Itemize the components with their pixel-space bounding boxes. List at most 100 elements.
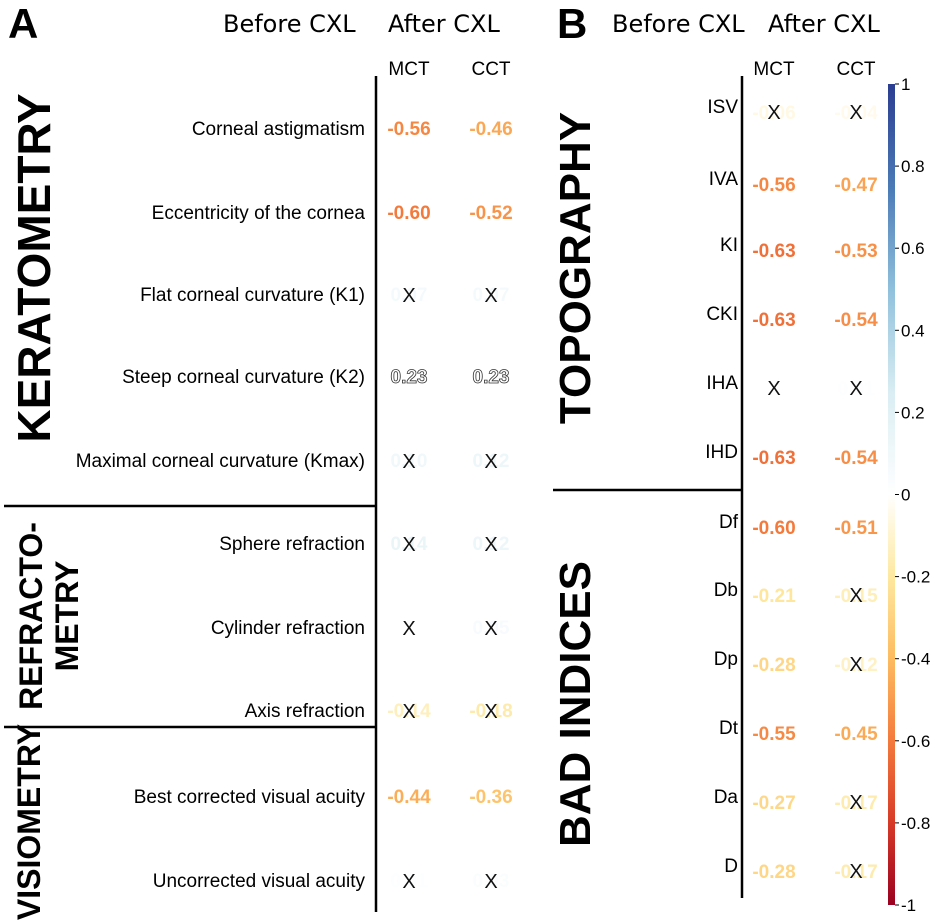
panel-a-cell-value: -0.56 bbox=[387, 119, 430, 140]
panel-b-section-title: BAD INDICES bbox=[551, 561, 600, 847]
panel-b-letter: B bbox=[557, 0, 587, 47]
panel-b-cell-value: -0.51 bbox=[834, 518, 878, 539]
panel-a-nonsignificant-marker: X bbox=[484, 285, 497, 307]
panel-b-row-label: Da bbox=[714, 787, 739, 808]
colorbar-tick-label: 0.8 bbox=[901, 157, 925, 176]
panel-a-row-label: Uncorrected visual acuity bbox=[153, 871, 366, 892]
panel-b-header-before: Before CXL bbox=[612, 10, 745, 38]
panel-b-cell-value: -0.12 bbox=[834, 655, 877, 676]
panel-a-header-before: Before CXL bbox=[223, 10, 356, 38]
colorbar-tick-label: -0.6 bbox=[901, 732, 930, 751]
panel-a-nonsignificant-marker: X bbox=[484, 534, 497, 556]
panel-a-cell-value: 0.12 bbox=[473, 451, 510, 472]
panel-a-row-label: Axis refraction bbox=[245, 701, 365, 722]
panel-b-row-label: Dp bbox=[714, 649, 738, 670]
panel-a-cell-value: 0.07 bbox=[391, 285, 428, 306]
panel-b-cell-value: -0.63 bbox=[752, 448, 795, 469]
panel-a-nonsignificant-marker: X bbox=[402, 701, 415, 723]
panel-a-cell-value: 0.23 bbox=[473, 367, 510, 388]
colorbar-tick-label: 1 bbox=[901, 75, 910, 94]
panel-b-cell-value: -0.53 bbox=[834, 241, 877, 262]
panel-a-cell-value: -0.14 bbox=[387, 701, 431, 722]
panel-b-cell-value: -0.60 bbox=[752, 518, 795, 539]
panel-b-nonsignificant-marker: X bbox=[849, 378, 862, 400]
panel-a-letter: A bbox=[8, 0, 38, 47]
panel-a-cell-value: -0.46 bbox=[469, 119, 512, 140]
panel-a-row-label: Steep corneal curvature (K2) bbox=[122, 367, 365, 388]
panel-b-cell-value: -0.56 bbox=[752, 175, 795, 196]
panel-a-nonsignificant-marker: X bbox=[402, 618, 415, 640]
panel-b-cell-value: -0.04 bbox=[834, 103, 878, 124]
panel-b-header-after: After CXL bbox=[768, 10, 880, 38]
panel-b-col-header-mct: MCT bbox=[753, 59, 795, 80]
colorbar-tick-label: -0.4 bbox=[901, 650, 930, 669]
panel-a-section-title-line2: METRY bbox=[49, 561, 85, 672]
panel-a-cell-value: 0.03 bbox=[473, 871, 510, 892]
panel-a-cell-value: -0.60 bbox=[387, 203, 430, 224]
panel-a-cell-value: 0.05 bbox=[473, 618, 510, 639]
panel-a-col-header-mct: MCT bbox=[388, 59, 430, 80]
colorbar-tick-label: 0 bbox=[901, 486, 910, 505]
colorbar-tick-label: -1 bbox=[901, 896, 916, 915]
colorbar-tick-label: 0.6 bbox=[901, 239, 925, 258]
panel-a-nonsignificant-marker: X bbox=[484, 701, 497, 723]
panel-a-section-title: VISIOMETRY bbox=[11, 724, 47, 920]
panel-a-row-label: Maximal corneal curvature (Kmax) bbox=[76, 451, 365, 472]
panel-a-cell-value: 0.01 bbox=[391, 871, 428, 892]
panel-b-cell-value: 0.01 bbox=[838, 379, 875, 400]
panel-a-row-label: Best corrected visual acuity bbox=[134, 787, 366, 808]
panel-b-row-label: IHD bbox=[705, 442, 738, 463]
panel-b-cell-value: -0.28 bbox=[752, 655, 795, 676]
panel-a-nonsignificant-marker: X bbox=[484, 451, 497, 473]
panel-b-row-label: ISV bbox=[707, 97, 738, 118]
panel-a-cell-value: 0.07 bbox=[473, 285, 510, 306]
panel-a-cell-value: 0.23 bbox=[391, 367, 428, 388]
panel-b-cell-value: -0.17 bbox=[834, 793, 877, 814]
panel-a-row-label: Eccentricity of the cornea bbox=[152, 203, 366, 224]
panel-a-cell-value: 0.12 bbox=[473, 534, 510, 555]
colorbar-tick-label: -0.2 bbox=[901, 568, 930, 587]
panel-b-cell-value: -0.45 bbox=[834, 724, 878, 745]
colorbar-gradient bbox=[888, 84, 895, 905]
panel-a-section-title: KERATOMETRY bbox=[8, 93, 60, 442]
panel-b-cell-value: -0.28 bbox=[752, 862, 795, 883]
panel-b-row-label: Df bbox=[719, 512, 739, 533]
panel-b-cell-value: 0.00 bbox=[756, 379, 793, 400]
panel-b-cell-value: -0.63 bbox=[752, 310, 795, 331]
panel-a-row-label: Corneal astigmatism bbox=[192, 119, 365, 140]
panel-b-cell-value: -0.21 bbox=[752, 586, 796, 607]
panel-b-nonsignificant-marker: X bbox=[767, 378, 780, 400]
panel-b-row-label: IVA bbox=[709, 169, 739, 190]
panel-b-nonsignificant-marker: X bbox=[767, 102, 780, 124]
panel-a-cell-value: 0.14 bbox=[391, 534, 428, 555]
colorbar-tick-label: -0.8 bbox=[901, 814, 930, 833]
panel-b-cell-value: -0.54 bbox=[834, 448, 878, 469]
panel-b-row-label: D bbox=[724, 856, 738, 877]
panel-b-section-title: TOPOGRAPHY bbox=[551, 112, 600, 424]
colorbar-tick-label: 0.4 bbox=[901, 321, 925, 340]
panel-a-nonsignificant-marker: X bbox=[484, 618, 497, 640]
panel-b-cell-value: -0.55 bbox=[752, 724, 796, 745]
panel-a-cell-value: 0.10 bbox=[391, 451, 428, 472]
panel-b-cell-value: -0.15 bbox=[834, 586, 878, 607]
panel-a-nonsignificant-marker: X bbox=[402, 451, 415, 473]
panel-a-cell-value: -0.52 bbox=[469, 203, 512, 224]
panel-a-nonsignificant-marker: X bbox=[402, 871, 415, 893]
panel-b-row-label: Db bbox=[714, 580, 738, 601]
panel-a-cell-value: -0.18 bbox=[469, 701, 512, 722]
panel-a-header-after: After CXL bbox=[388, 10, 500, 38]
panel-b-row-label: Dt bbox=[719, 718, 739, 739]
panel-b-row-label: IHA bbox=[706, 373, 738, 394]
panel-b-cell-value: -0.63 bbox=[752, 241, 795, 262]
panel-a-row-label: Flat corneal curvature (K1) bbox=[140, 285, 365, 306]
panel-b-cell-value: -0.27 bbox=[752, 793, 795, 814]
panel-a-cell-value: -0.36 bbox=[469, 787, 512, 808]
panel-b-nonsignificant-marker: X bbox=[849, 585, 862, 607]
panel-a-nonsignificant-marker: X bbox=[402, 285, 415, 307]
panel-a-nonsignificant-marker: X bbox=[484, 871, 497, 893]
colorbar-tick-label: 0.2 bbox=[901, 403, 925, 422]
panel-a-row-label: Sphere refraction bbox=[219, 534, 365, 555]
panel-b-row-label: KI bbox=[720, 235, 738, 256]
panel-a-nonsignificant-marker: X bbox=[402, 534, 415, 556]
